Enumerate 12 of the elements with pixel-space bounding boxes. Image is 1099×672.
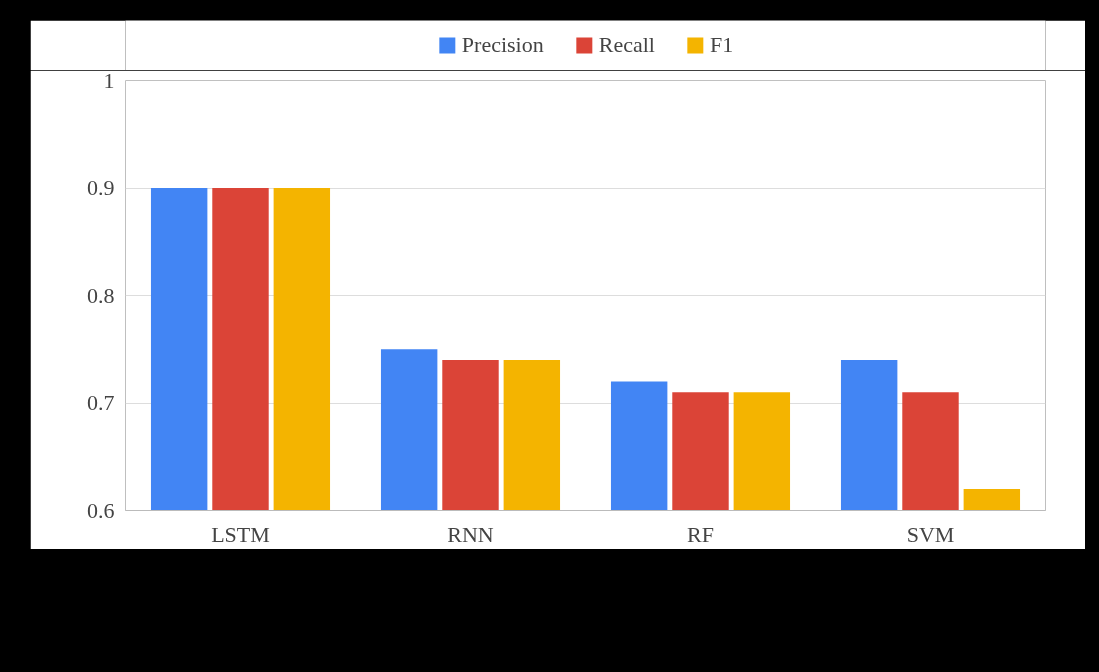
x-tick-label: RF xyxy=(687,521,714,547)
y-tick-label: 0.8 xyxy=(87,282,115,308)
legend-label: Recall xyxy=(598,32,655,58)
x-tick-label: LSTM xyxy=(211,521,270,547)
x-tick-label: SVM xyxy=(906,521,955,547)
y-tick-label: 0.6 xyxy=(87,497,115,523)
y-tick-label: 1 xyxy=(103,67,115,93)
legend-label: Precision xyxy=(461,32,544,58)
y-tick-label: 0.9 xyxy=(87,175,115,200)
x-tick-label: RNN xyxy=(447,521,494,547)
y-tick-label: 0.7 xyxy=(87,390,115,415)
legend-label: F1 xyxy=(709,32,734,58)
